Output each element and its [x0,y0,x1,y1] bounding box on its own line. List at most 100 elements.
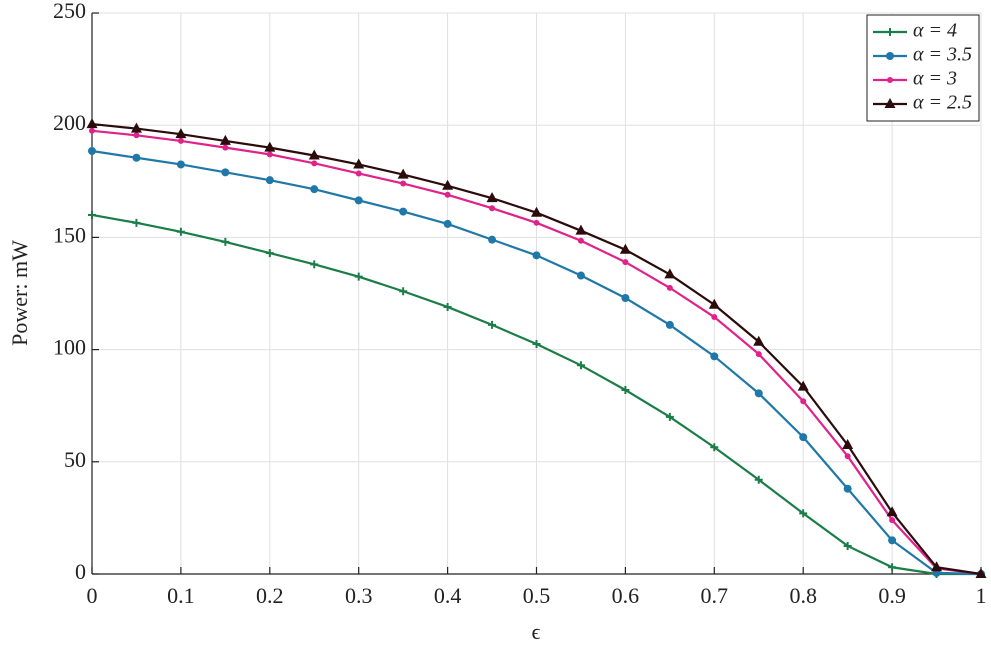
marker [575,224,587,235]
marker [444,191,451,198]
marker [621,293,630,302]
marker [621,385,630,394]
marker [354,272,363,281]
y-axis-label: Power: mW [7,240,32,346]
x-tick-label: 0.8 [789,583,817,608]
marker [753,335,765,346]
marker [799,433,808,442]
marker [443,219,452,228]
marker [443,302,452,311]
marker [89,127,95,134]
marker [88,147,96,156]
marker [310,185,319,194]
legend-label: α = 3 [913,68,957,90]
legend-label: α = 4 [913,20,957,42]
y-tick-label: 150 [53,222,86,247]
marker [132,153,141,162]
marker [399,207,408,216]
marker [308,149,320,160]
marker [665,412,674,421]
marker [219,134,231,145]
marker [264,141,276,152]
marker [799,509,808,518]
marker [397,168,409,179]
marker [887,77,893,83]
x-tick-label: 0.7 [701,583,729,608]
marker [532,339,541,348]
x-axis-label: ϵ [532,619,541,644]
marker [533,219,540,226]
marker [488,320,497,329]
marker [754,475,763,484]
marker [86,118,98,129]
marker [888,563,897,572]
marker [221,168,230,177]
marker [797,380,809,391]
marker [221,237,230,246]
marker [886,28,894,36]
y-tick-label: 50 [64,447,86,472]
marker [489,205,496,212]
marker [355,170,362,177]
x-tick-label: 0.5 [523,583,551,608]
marker [176,227,185,236]
marker [888,536,897,545]
marker [842,438,854,449]
marker [843,484,852,493]
marker [266,151,273,158]
marker [130,122,142,133]
legend-label: α = 2.5 [913,92,972,114]
marker [800,398,807,405]
marker [400,180,407,187]
y-tick-label: 0 [75,559,86,584]
y-tick-label: 200 [53,110,86,135]
marker [754,389,763,398]
x-tick-label: 0.9 [878,583,906,608]
marker [665,320,674,329]
marker [176,160,185,169]
marker [265,249,274,258]
marker [354,196,363,205]
y-tick-label: 100 [53,335,86,360]
marker [931,561,943,572]
marker [88,210,96,219]
marker [265,176,274,185]
x-tick-label: 1 [976,583,987,608]
marker [619,243,631,254]
marker [486,192,498,203]
marker [399,287,408,296]
marker [710,352,719,361]
marker [886,506,898,517]
marker [310,260,319,269]
marker [222,144,229,151]
marker [175,128,187,139]
marker [622,259,629,266]
marker [889,517,896,524]
marker [311,160,318,167]
marker [884,98,896,108]
marker [664,268,676,279]
marker [442,179,454,190]
x-tick-label: 0 [87,583,98,608]
x-tick-label: 0.6 [612,583,640,608]
marker [975,568,987,578]
marker [132,218,141,227]
marker [576,361,585,370]
marker [708,298,720,309]
marker [177,137,184,144]
y-tick-label: 250 [53,0,86,23]
marker [711,314,718,321]
marker [710,443,719,452]
marker [488,235,497,244]
marker [133,132,140,139]
marker [886,52,894,60]
marker [576,271,585,280]
x-tick-label: 0.1 [167,583,195,608]
x-tick-label: 0.4 [434,583,462,608]
marker [755,351,762,358]
marker [577,237,584,244]
marker [666,284,673,291]
marker [532,251,541,260]
x-tick-label: 0.3 [345,583,373,608]
